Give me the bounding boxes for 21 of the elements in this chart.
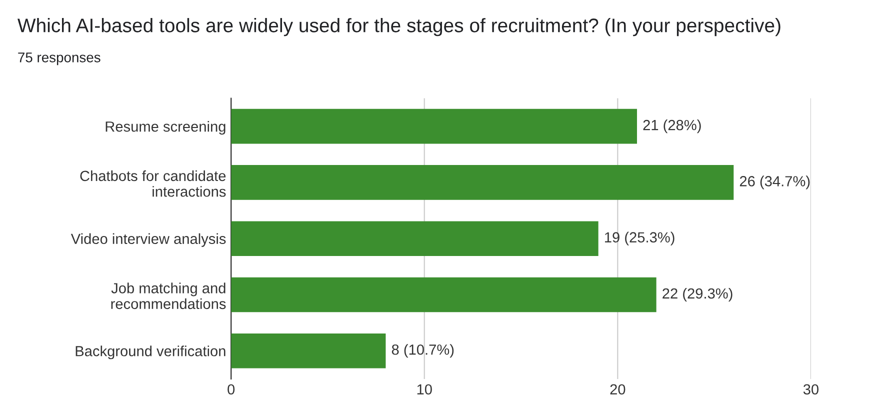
bar bbox=[231, 277, 656, 312]
data-label: 8 (10.7%) bbox=[392, 344, 454, 358]
y-tick-label: Video interview analysis bbox=[70, 233, 226, 247]
y-tick-label: Resume screening bbox=[106, 121, 226, 135]
bar bbox=[231, 165, 734, 200]
data-label: 26 (34.7%) bbox=[740, 176, 810, 190]
data-label: 21 (28%) bbox=[643, 120, 701, 134]
data-label: 19 (25.3%) bbox=[605, 232, 674, 246]
text: 75 responses bbox=[18, 52, 100, 66]
y-tick-label: Chatbots for candidate interactions bbox=[80, 170, 226, 197]
bar bbox=[231, 333, 386, 368]
data-label: 22 (29.3%) bbox=[662, 288, 732, 302]
chart-title: Which AI-based tools are widely used for the stages of recruitment? (In your perspective) bbox=[18, 18, 780, 36]
x-tick-label: 30 bbox=[803, 384, 818, 395]
bar bbox=[231, 108, 637, 144]
x-tick-label: 20 bbox=[610, 384, 626, 395]
x-tick-label: 0 bbox=[228, 384, 235, 395]
y-tick-label: Job matching and recommendations bbox=[111, 282, 226, 310]
y-tick-label: Background verification bbox=[76, 346, 226, 360]
x-tick-label: 10 bbox=[417, 384, 432, 395]
bar bbox=[231, 221, 598, 256]
